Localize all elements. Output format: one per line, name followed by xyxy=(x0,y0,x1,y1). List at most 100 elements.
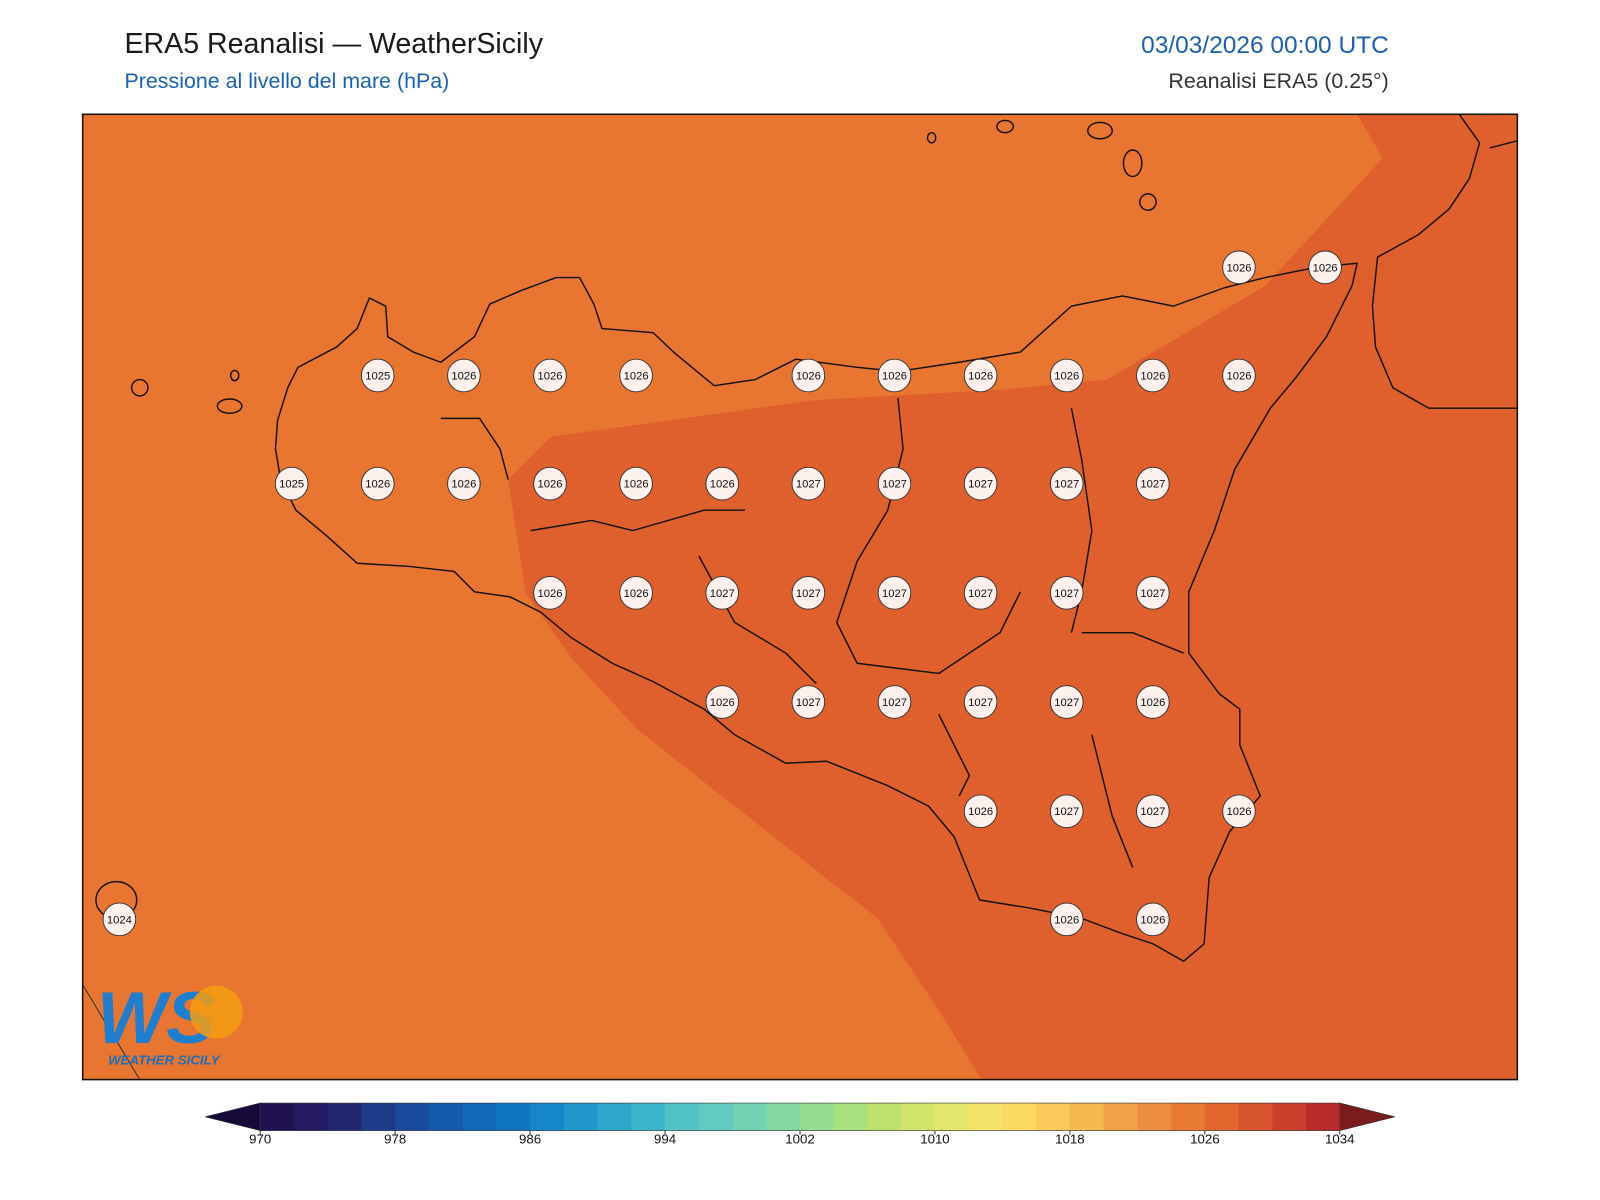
station-marker xyxy=(1222,250,1256,285)
station-value: 1026 xyxy=(624,370,649,382)
station: 1027 xyxy=(877,685,912,719)
station: 1027 xyxy=(1049,794,1084,829)
station-marker xyxy=(533,576,567,610)
station-value: 1026 xyxy=(538,370,563,382)
station-marker xyxy=(877,685,912,719)
station-marker xyxy=(791,576,826,610)
station: 1026 xyxy=(619,466,653,501)
station-value: 1027 xyxy=(1054,697,1079,709)
station: 1026 xyxy=(447,358,481,393)
station-value: 1026 xyxy=(538,588,563,600)
station-marker xyxy=(963,794,998,829)
station: 1027 xyxy=(963,576,998,610)
station-value: 1027 xyxy=(1054,588,1079,600)
station-marker xyxy=(1049,576,1084,610)
title: ERA5 Reanalisi — WeatherSicily xyxy=(124,28,543,60)
station-marker xyxy=(791,466,826,501)
station: 1026 xyxy=(1136,685,1170,719)
station: 1027 xyxy=(791,685,826,719)
station: 1027 xyxy=(1136,576,1170,610)
station: 1026 xyxy=(360,466,395,501)
colorbar-segment xyxy=(563,1103,599,1131)
station-marker xyxy=(619,358,653,393)
colorbar-segment xyxy=(395,1103,430,1131)
station-marker xyxy=(1049,466,1084,501)
colorbar-segment xyxy=(1103,1103,1138,1131)
station-value: 1027 xyxy=(1140,806,1165,818)
station-value: 1027 xyxy=(796,697,821,709)
station-value: 1026 xyxy=(624,479,649,491)
station: 1027 xyxy=(1049,576,1084,610)
colorbar-segment xyxy=(766,1103,801,1131)
station-value: 1025 xyxy=(279,479,304,491)
station: 1027 xyxy=(791,466,826,501)
coastline xyxy=(1361,114,1518,409)
colorbar-segment xyxy=(1204,1103,1240,1131)
station-marker xyxy=(1136,902,1170,937)
station: 1027 xyxy=(963,685,998,719)
colorbar-tick-label: 994 xyxy=(654,1131,676,1146)
colorbar-segment xyxy=(496,1103,531,1131)
station-value: 1027 xyxy=(882,588,907,600)
station: 1026 xyxy=(963,358,998,393)
colorbar-over xyxy=(1339,1102,1395,1132)
station: 1027 xyxy=(791,576,826,610)
colorbar-segment xyxy=(665,1103,700,1131)
station: 1026 xyxy=(533,576,567,610)
colorbar-segment xyxy=(1137,1103,1172,1131)
station-marker xyxy=(963,576,998,610)
station-marker xyxy=(447,466,481,501)
station-marker xyxy=(791,358,826,393)
station-value: 1026 xyxy=(1226,806,1251,818)
station-value: 1027 xyxy=(968,697,993,709)
colorbar-segment xyxy=(631,1103,666,1131)
colorbar-tick-label: 986 xyxy=(519,1131,541,1146)
colorbar-segment xyxy=(260,1103,295,1131)
station: 1025 xyxy=(360,358,395,393)
station-value: 1026 xyxy=(1226,370,1251,382)
colorbar-segment xyxy=(1036,1103,1071,1131)
station-value: 1026 xyxy=(710,479,735,491)
colorbar-segment xyxy=(1238,1103,1273,1131)
station-value: 1026 xyxy=(796,370,821,382)
colorbar-segment xyxy=(462,1103,497,1131)
station-marker xyxy=(274,466,309,501)
subtitle: Pressione al livello del mare (hPa) xyxy=(124,69,449,93)
station-marker xyxy=(877,576,912,610)
station-value: 1026 xyxy=(1140,697,1165,709)
station: 1027 xyxy=(1136,794,1170,829)
station-value: 1027 xyxy=(710,588,735,600)
station-value: 1026 xyxy=(1140,914,1165,926)
colorbar-segment xyxy=(800,1103,835,1131)
contour-fill xyxy=(508,114,1518,1080)
station-value: 1026 xyxy=(1313,262,1338,274)
station: 1024 xyxy=(102,902,137,937)
colorbar-segment xyxy=(833,1103,868,1131)
station-value: 1026 xyxy=(710,697,735,709)
colorbar-segment xyxy=(428,1103,464,1131)
colorbar-segment xyxy=(867,1103,902,1131)
colorbar-tick-label: 970 xyxy=(249,1131,271,1146)
station-marker xyxy=(1136,576,1170,610)
station-value: 1024 xyxy=(107,914,132,926)
station-labels: 1026 1026 1025 1026 1026 1026 1026 1026 1026 1026… xyxy=(102,250,1342,937)
station: 1026 xyxy=(533,358,567,393)
colorbar-segment xyxy=(934,1103,970,1131)
colorbar-under xyxy=(205,1102,261,1132)
station-value: 1026 xyxy=(1054,914,1079,926)
station: 1027 xyxy=(877,576,912,610)
station-value: 1026 xyxy=(968,806,993,818)
colorbar-tick-label: 1026 xyxy=(1190,1131,1219,1146)
colorbar-segment xyxy=(1171,1103,1206,1131)
logo: WS WEATHER SICILY xyxy=(97,976,243,1067)
station-marker xyxy=(705,685,740,719)
station-marker xyxy=(963,358,998,393)
station-value: 1027 xyxy=(882,697,907,709)
station-marker xyxy=(877,466,912,501)
coastline xyxy=(274,262,1358,962)
station-marker xyxy=(1049,358,1084,393)
station: 1026 xyxy=(1222,794,1256,829)
station-marker xyxy=(1308,250,1342,285)
station-value: 1025 xyxy=(365,370,390,382)
